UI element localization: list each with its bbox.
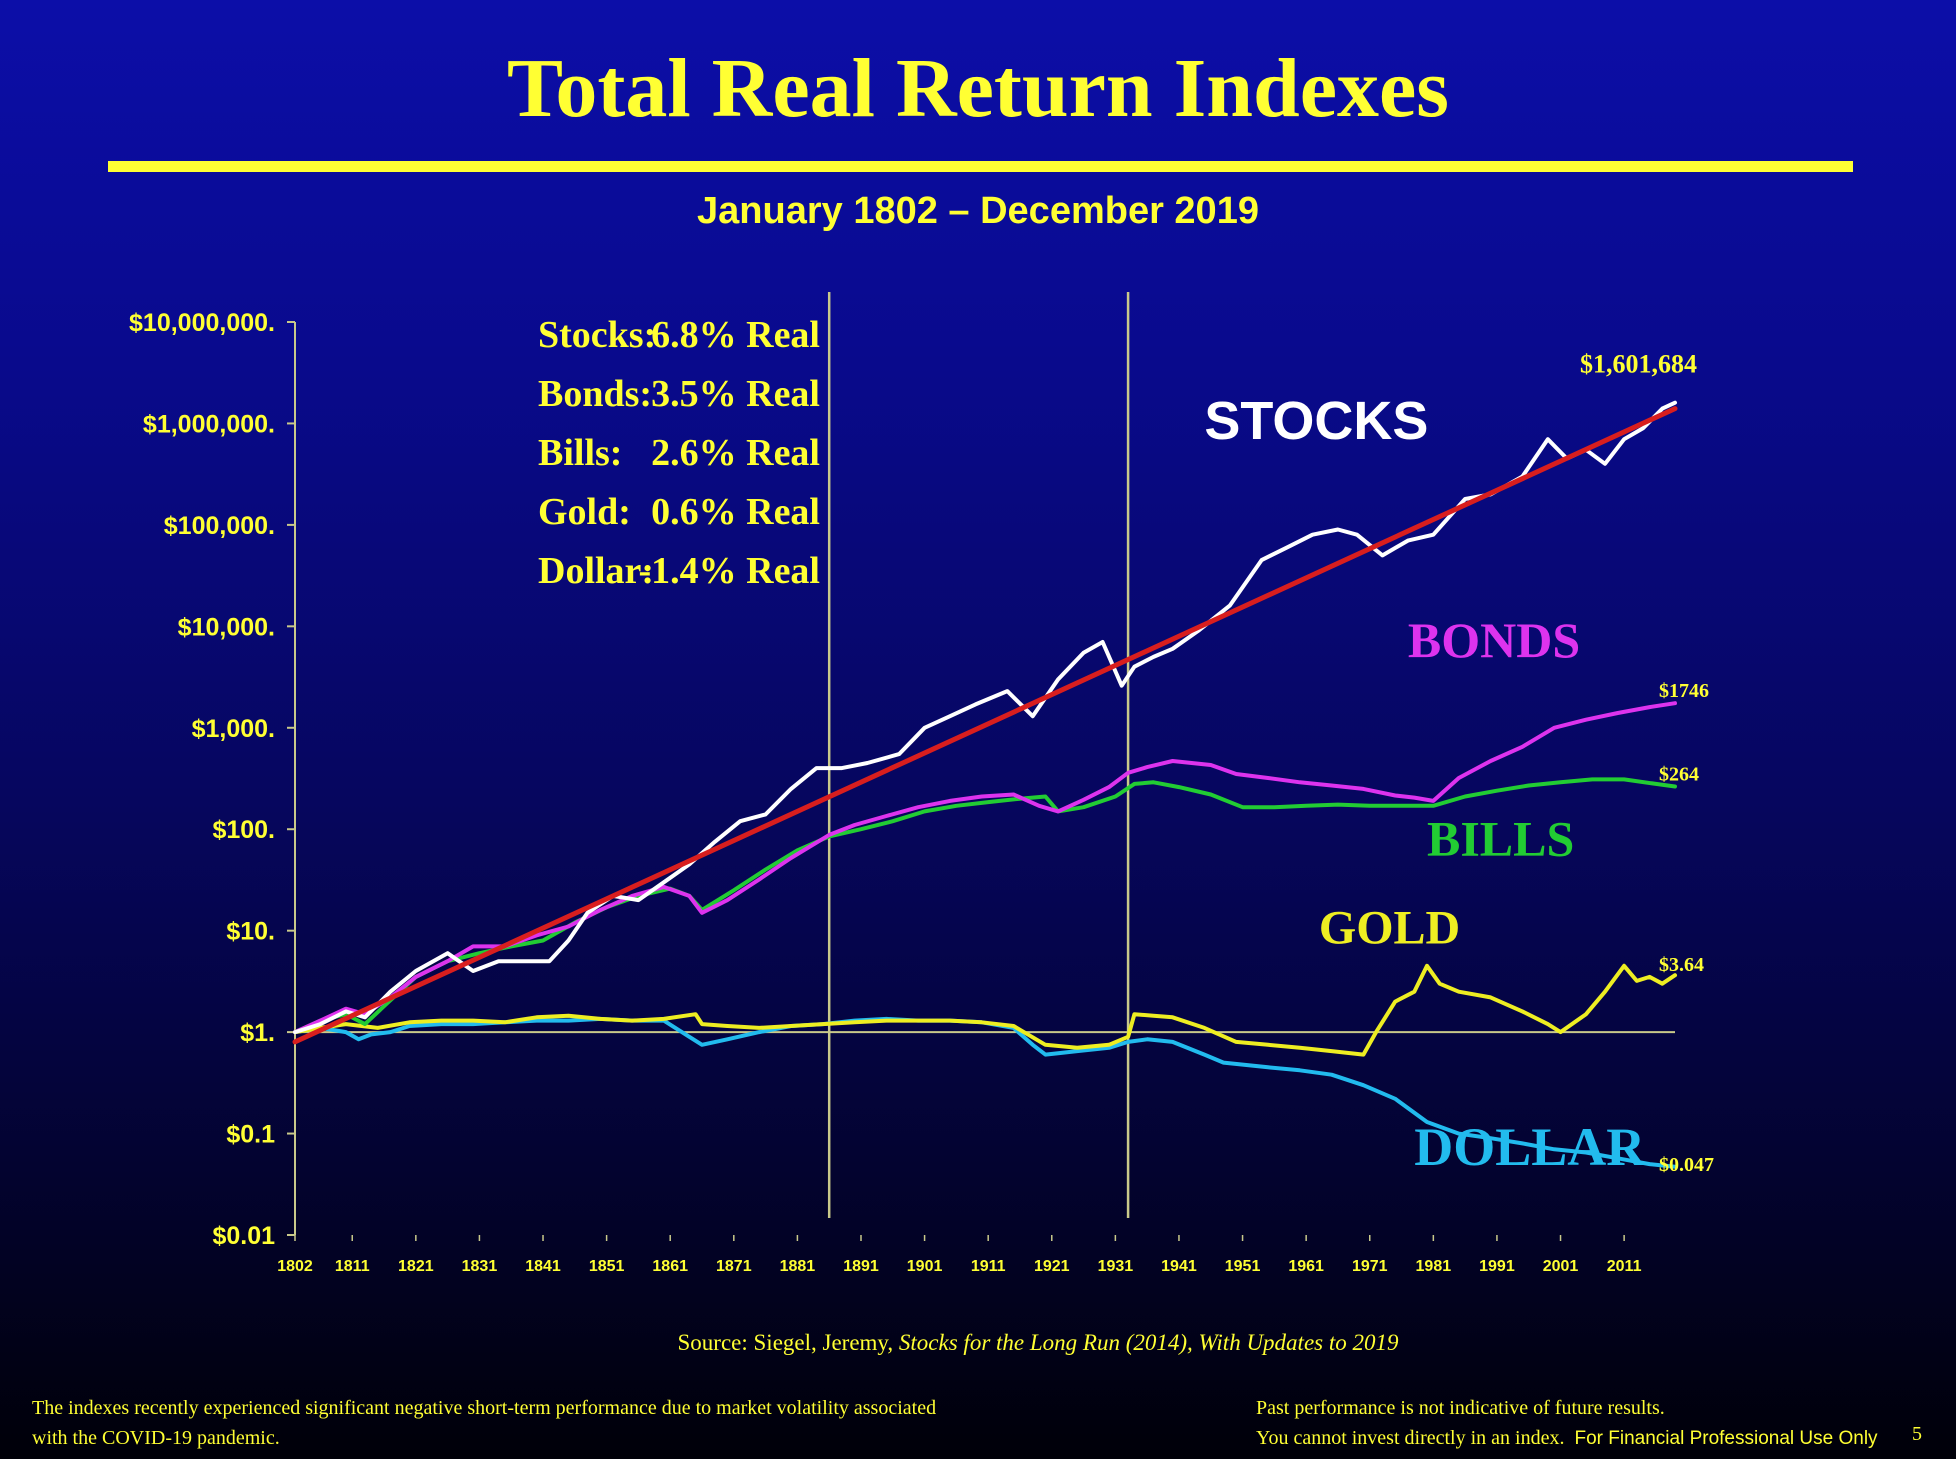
stat-name-dollar: Dollar: (538, 550, 654, 592)
end-value-label-bonds: $1746 (1659, 680, 1709, 702)
footnote-left-line-1: The indexes recently experienced signifi… (32, 1397, 937, 1419)
stat-name-bills: Bills: (538, 432, 622, 474)
x-tick-label: 1831 (462, 1258, 498, 1275)
x-tick-label: 1921 (1034, 1258, 1070, 1275)
y-tick-label: $1,000,000. (143, 410, 275, 438)
y-tick-label: $0.01 (212, 1222, 275, 1250)
end-value-label-dollar: $0.047 (1659, 1154, 1714, 1176)
x-tick-label: 1891 (843, 1258, 879, 1275)
series-label-bills: BILLS (1427, 811, 1574, 867)
stat-name-stocks: Stocks: (538, 314, 656, 356)
stat-value-stocks: 6.8% Real (651, 314, 820, 356)
x-tick-label: 1881 (780, 1258, 816, 1275)
series-label-stocks: STOCKS (1204, 391, 1428, 451)
y-tick-label: $10. (226, 918, 275, 946)
stats-box: Stocks:6.8% Real Bonds: 3.5% Real Bills: 2.6… (538, 314, 820, 592)
footnote-disclaimer: Past performance is not indicative of fu… (1256, 1393, 1936, 1454)
x-tick-label: 1971 (1352, 1258, 1388, 1275)
y-tick-label: $100. (212, 816, 275, 844)
stat-name-gold: Gold: (538, 491, 631, 533)
x-tick-label: 1941 (1161, 1258, 1197, 1275)
y-tick-label: $10,000. (178, 613, 275, 641)
source-book-title: Stocks for the Long Run (2014), With Upd… (898, 1330, 1399, 1355)
x-tick-label: 1991 (1479, 1258, 1515, 1275)
footnote-right-line-1: Past performance is not indicative of fu… (1256, 1397, 1665, 1419)
x-tick-label: 1871 (716, 1258, 752, 1275)
x-tick-label: 1901 (907, 1258, 943, 1275)
x-tick-label: 1931 (1098, 1258, 1134, 1275)
x-tick-label: 1811 (335, 1258, 370, 1275)
x-tick-label: 2011 (1607, 1258, 1642, 1275)
series-gold-line (293, 963, 1677, 1057)
slide-title: Total Real Return Indexes (507, 42, 1449, 135)
footnote-right-line-2: You cannot invest directly in an index. (1256, 1427, 1565, 1449)
stat-value-bills: 2.6% Real (651, 432, 820, 474)
series-label-gold: GOLD (1319, 901, 1460, 954)
x-tick-label: 2001 (1543, 1258, 1579, 1275)
series-bonds-line (293, 701, 1677, 1035)
stat-value-bonds: 3.5% Real (651, 373, 820, 415)
footnote-right-line-3: For Financial Professional Use Only (1574, 1428, 1878, 1449)
y-tick-label: $1. (240, 1019, 275, 1047)
grid-layer (295, 292, 1675, 1218)
stat-value-gold: 0.6% Real (651, 491, 820, 533)
x-tick-label: 1851 (589, 1258, 625, 1275)
source-citation: Source: Siegel, Jeremy, Stocks for the L… (0, 1330, 1956, 1356)
x-tick-label: 1861 (652, 1258, 688, 1275)
slide-subtitle: January 1802 – December 2019 (697, 190, 1259, 232)
x-tick-label: 1911 (971, 1258, 1006, 1275)
page-number: 5 (1912, 1423, 1922, 1445)
label-layer: $1,601,684 $1746 $264 $3.64 $0.047 STOCKS BOND… (1204, 350, 1714, 1177)
x-axis: 1802 1811 1821 1831 1841 1851 1861 1871 1881 1891… (277, 1235, 1642, 1275)
x-tick-label: 1841 (525, 1258, 561, 1275)
end-value-label-stocks: $1,601,684 (1580, 350, 1697, 379)
end-value-label-gold: $3.64 (1659, 954, 1704, 976)
x-tick-label: 1951 (1225, 1258, 1261, 1275)
x-tick-label: 1802 (277, 1258, 313, 1275)
x-tick-label: 1821 (398, 1258, 434, 1275)
x-tick-label: 1981 (1416, 1258, 1452, 1275)
footnote-left-line-2: with the COVID-19 pandemic. (32, 1427, 280, 1449)
end-value-label-bills: $264 (1659, 763, 1699, 785)
series-bills-line (293, 777, 1677, 1035)
title-underline (108, 161, 1853, 172)
series-label-bonds: BONDS (1408, 612, 1580, 668)
series-layer (292, 400, 1678, 1169)
series-label-dollar: DOLLAR (1414, 1117, 1646, 1177)
footnote-covid: The indexes recently experienced signifi… (32, 1393, 1032, 1453)
series-stocks-line (293, 400, 1677, 1035)
y-tick-label: $100,000. (164, 512, 275, 540)
y-axis: $10,000,000. $1,000,000. $100,000. $10,000.… (129, 309, 296, 1250)
source-prefix: Source: Siegel, Jeremy, (677, 1330, 899, 1355)
y-tick-label: $10,000,000. (129, 309, 275, 337)
y-tick-label: $0.1 (226, 1121, 275, 1149)
x-tick-label: 1961 (1288, 1258, 1324, 1275)
y-tick-label: $1,000. (192, 715, 275, 743)
stat-value-dollar: -1.4% Real (638, 550, 820, 592)
stat-name-bonds: Bonds: (538, 373, 652, 415)
series-trend-line (292, 406, 1678, 1045)
